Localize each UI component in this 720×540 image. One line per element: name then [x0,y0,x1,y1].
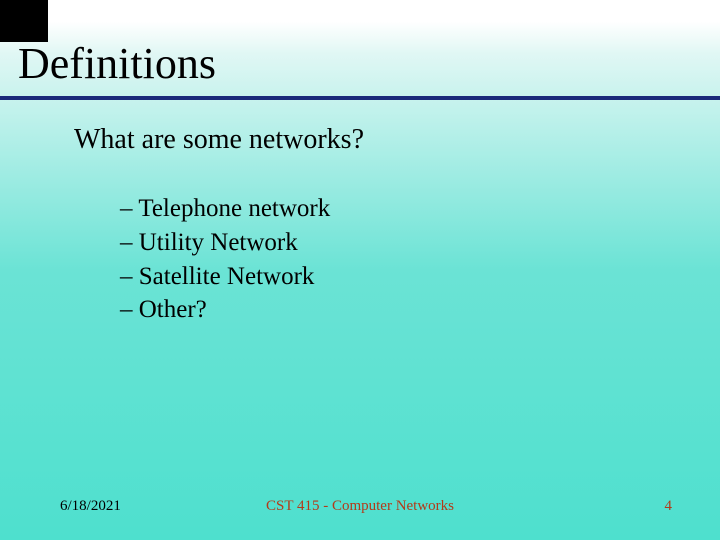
bullet-text: Satellite Network [139,263,315,290]
bullet-text: Telephone network [138,195,330,222]
footer-page-number: 4 [665,498,673,515]
footer-course: CST 415 - Computer Networks [0,498,720,515]
bullet-text: Other? [139,296,207,323]
bullet-item: – Satellite Network [120,260,330,294]
title-underline [0,96,720,100]
bullet-prefix: – [120,195,138,222]
bullet-item: – Telephone network [120,192,330,226]
slide-title: Definitions [18,38,216,89]
bullet-prefix: – [120,229,139,256]
bullet-text: Utility Network [139,229,298,256]
bullet-prefix: – [120,263,139,290]
corner-block [0,0,48,42]
bullet-list: – Telephone network – Utility Network – … [120,192,330,327]
slide: Definitions What are some networks? – Te… [0,0,720,540]
bullet-item: – Utility Network [120,226,330,260]
slide-subtitle: What are some networks? [74,124,364,156]
footer: 6/18/2021 CST 415 - Computer Networks 4 [0,498,720,518]
bullet-item: – Other? [120,293,330,327]
bullet-prefix: – [120,296,139,323]
